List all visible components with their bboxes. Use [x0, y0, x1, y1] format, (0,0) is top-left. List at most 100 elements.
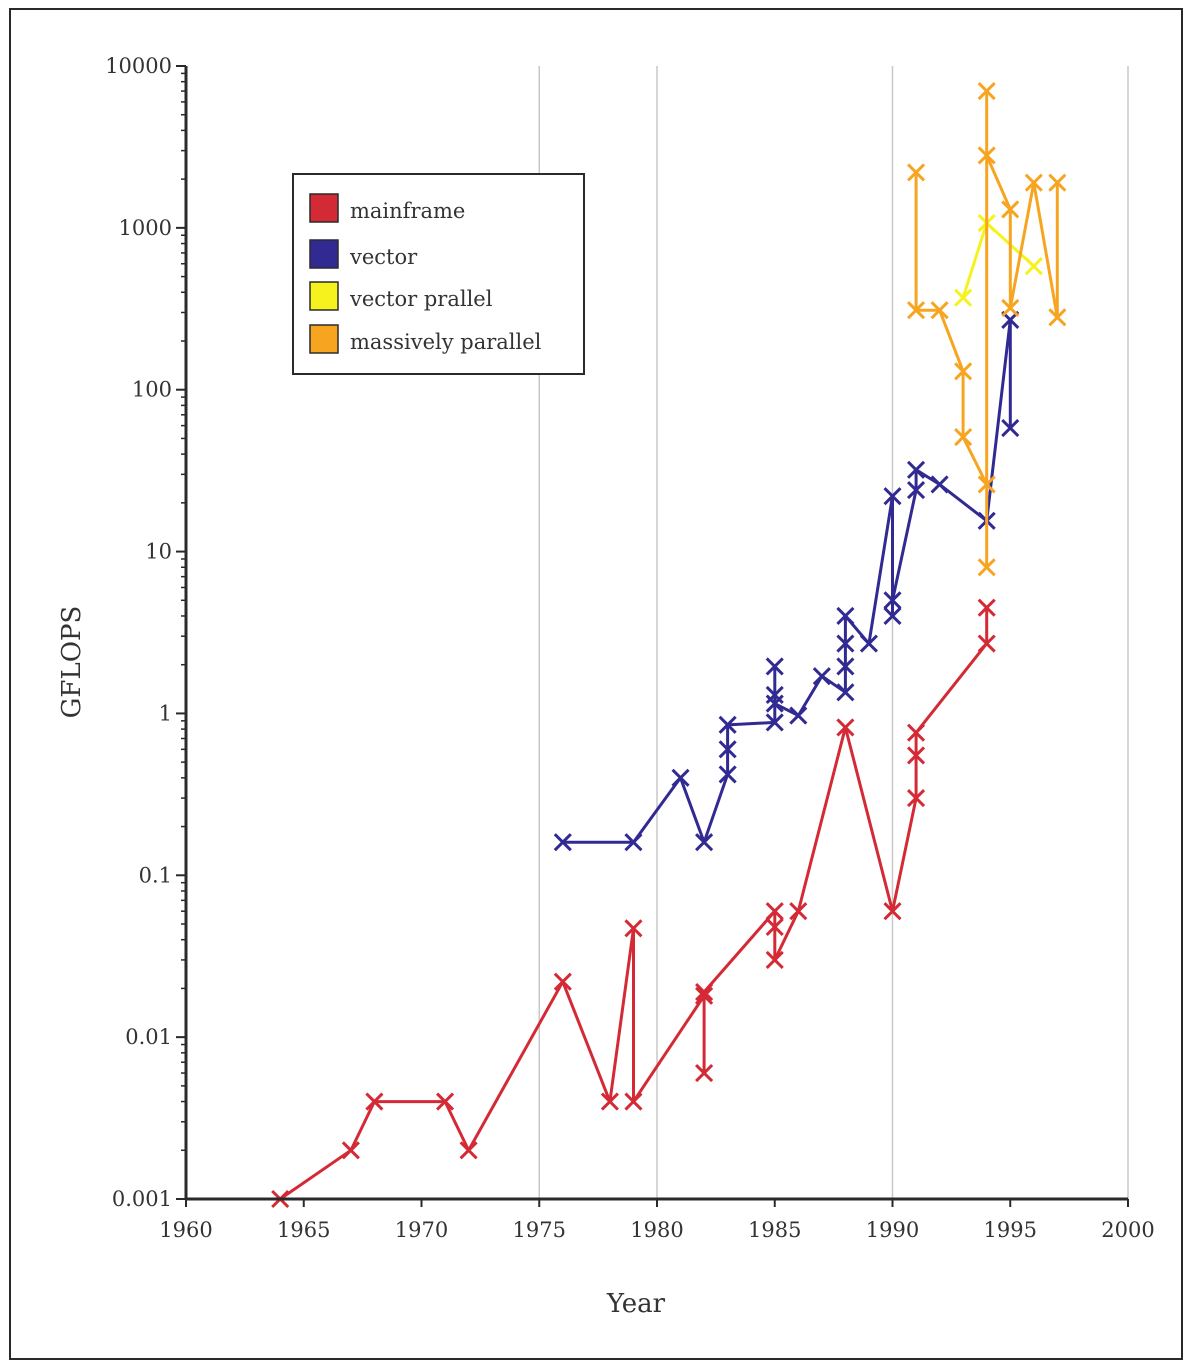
data-point-mainframe [600, 1092, 619, 1111]
legend-swatch [309, 281, 339, 311]
data-point-vector [695, 833, 714, 852]
data-point-vector [812, 667, 831, 686]
data-point-mainframe [765, 950, 784, 969]
y-tick-label: 1000 [119, 216, 172, 240]
data-point-vector [836, 657, 855, 676]
data-point-mainframe [695, 986, 714, 1005]
data-point-massively-parallel [1001, 200, 1020, 219]
x-tick-label: 2000 [1101, 1218, 1154, 1242]
data-point-vector [765, 713, 784, 732]
x-tick-label: 1960 [159, 1218, 212, 1242]
data-point-mainframe [836, 718, 855, 737]
legend-label: mainframe [350, 199, 465, 223]
x-tick-label: 1965 [277, 1218, 330, 1242]
data-point-vector [836, 634, 855, 653]
y-axis-ticks: 0.001 0.01 0.1 1 10 100 1000 10000 [105, 54, 186, 1211]
data-point-mainframe [695, 1063, 714, 1083]
x-tick-label: 1975 [513, 1218, 566, 1242]
data-point-vector [883, 591, 902, 610]
series-vector [553, 310, 1020, 852]
y-tick-label: 10 [145, 540, 172, 564]
data-point-vector-prallel [954, 288, 973, 307]
y-axis-title: GFLOPS [57, 606, 87, 719]
data-point-mainframe [906, 788, 926, 808]
data-point-mainframe [695, 982, 714, 1002]
y-tick-label: 0.01 [125, 1025, 172, 1049]
data-point-vector [789, 706, 808, 725]
data-point-massively-parallel [906, 301, 926, 320]
data-point-massively-parallel [954, 427, 973, 447]
data-point-massively-parallel [977, 146, 996, 165]
data-point-vector [765, 657, 784, 676]
legend-label: vector prallel [349, 287, 493, 311]
data-point-massively-parallel [1048, 308, 1067, 327]
data-point-mainframe [341, 1141, 360, 1160]
y-tick-label: 0.1 [139, 863, 172, 887]
data-point-mainframe [789, 902, 808, 921]
data-point-massively-parallel [1024, 173, 1043, 192]
data-point-vector [930, 475, 949, 494]
legend-box [292, 173, 585, 375]
data-point-mainframe [365, 1092, 384, 1111]
x-axis-title: Year [606, 1289, 666, 1319]
x-tick-label: 1995 [984, 1218, 1037, 1242]
vertical-gridlines [538, 66, 1129, 1199]
x-tick-label: 1985 [748, 1218, 801, 1242]
legend-swatch [309, 193, 339, 223]
data-point-massively-parallel [977, 475, 996, 494]
data-point-mainframe [624, 919, 643, 938]
data-point-massively-parallel [954, 362, 973, 381]
data-point-vector [883, 606, 902, 626]
data-point-mainframe [459, 1141, 478, 1160]
data-point-vector [553, 833, 572, 852]
data-point-vector [1001, 418, 1020, 438]
data-point-massively-parallel [930, 301, 949, 320]
x-axis-ticks: 1960 1965 1970 1975 1980 1985 1990 1995 2000 [159, 1199, 1155, 1242]
data-point-vector [624, 833, 643, 852]
data-point-massively-parallel [977, 558, 996, 577]
legend: mainframe vector vector prallel massively p… [292, 173, 585, 375]
x-tick-label: 1970 [395, 1218, 448, 1242]
data-point-vector [836, 683, 855, 702]
legend-label: massively parallel [350, 330, 542, 354]
x-tick-label: 1980 [630, 1218, 683, 1242]
data-point-massively-parallel [906, 163, 926, 182]
data-point-vector [671, 768, 690, 787]
series-mainframe [271, 598, 996, 1209]
series-line-massively-parallel [914, 89, 1059, 569]
data-point-vector [836, 606, 855, 626]
y-tick-label: 10000 [105, 54, 172, 78]
data-point-vector [906, 480, 926, 500]
data-point-vector [718, 765, 737, 784]
data-point-vector [718, 715, 737, 734]
data-point-mainframe [906, 723, 926, 742]
data-point-mainframe [553, 972, 572, 991]
data-series [271, 82, 1067, 1209]
data-point-vector [765, 694, 784, 713]
y-tick-label: 100 [132, 378, 172, 402]
data-point-vector [883, 487, 902, 506]
data-point-vector [906, 460, 926, 479]
data-point-vector-prallel [1024, 257, 1043, 276]
series-vector-prallel [954, 214, 1043, 307]
series-massively-parallel [906, 82, 1067, 577]
series-line-vector [562, 318, 1012, 844]
series-line-mainframe [279, 607, 989, 1201]
data-point-mainframe [977, 598, 996, 617]
data-point-massively-parallel [1001, 298, 1020, 318]
data-point-mainframe [624, 1092, 643, 1111]
legend-label: vector [349, 245, 418, 269]
data-point-mainframe [765, 902, 784, 921]
data-point-mainframe [765, 917, 784, 936]
page-border [9, 8, 1183, 1360]
x-tick-label: 1990 [866, 1218, 919, 1242]
data-point-vector [859, 634, 879, 653]
y-tick-label: 1 [159, 701, 172, 725]
data-point-mainframe [883, 902, 902, 921]
y-tick-label: 0.001 [112, 1187, 172, 1211]
data-point-mainframe [977, 634, 996, 653]
data-point-massively-parallel [977, 82, 996, 101]
data-point-vector [718, 740, 737, 759]
